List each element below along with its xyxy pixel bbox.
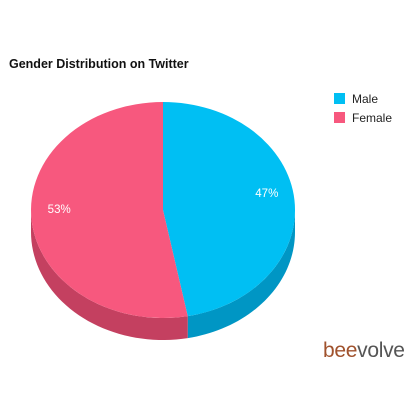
pie-tops (31, 102, 296, 318)
pie-sides (31, 210, 295, 340)
pie-label-male: 47% (255, 188, 278, 200)
pie-slice-female[interactable] (31, 102, 188, 318)
legend-label-male: Male (352, 91, 379, 106)
legend-swatch-female (334, 112, 345, 123)
legend: Male Female (334, 89, 392, 127)
legend-item-male[interactable]: Male (334, 89, 392, 108)
pie-side-male (187, 210, 295, 339)
pie-slice-male[interactable] (163, 102, 296, 317)
legend-label-female: Female (352, 110, 393, 125)
pie-side-female (31, 210, 188, 340)
beevolve-logo: beevolve (323, 339, 405, 362)
pie-label-female: 53% (48, 204, 71, 216)
legend-item-female[interactable]: Female (334, 108, 392, 127)
legend-swatch-male (334, 93, 345, 104)
chart-title: Gender Distribution on Twitter (9, 57, 189, 71)
pie-labels: 47% 53% (48, 188, 279, 216)
